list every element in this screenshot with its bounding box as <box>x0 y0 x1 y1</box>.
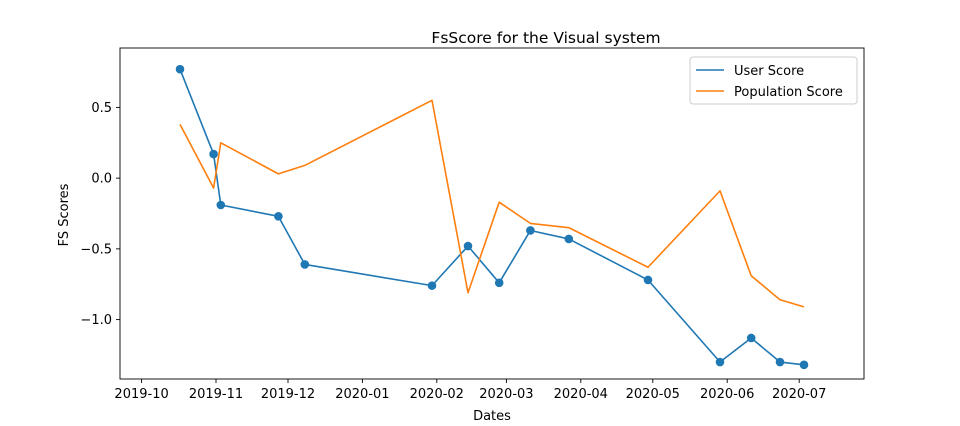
x-tick-label-9: 2020-07 <box>772 387 826 402</box>
series-marker-0-9 <box>564 234 574 244</box>
y-axis-label: FS Scores <box>57 183 72 246</box>
series-marker-0-14 <box>799 360 809 370</box>
legend: User Score Population Score <box>689 56 858 105</box>
x-tick-label-3: 2020-01 <box>335 387 389 402</box>
x-tick-label-7: 2020-05 <box>626 387 680 402</box>
series-marker-0-1 <box>209 149 218 159</box>
x-tick-label-2: 2019-12 <box>261 387 315 402</box>
series-marker-0-3 <box>274 212 283 221</box>
plot-frame <box>119 47 865 380</box>
y-tick-label-1: −0.5 <box>80 242 112 257</box>
y-tick-label-3: 0.5 <box>91 101 112 116</box>
series-marker-0-10 <box>643 275 653 285</box>
y-tick-label-2: 0.0 <box>91 172 112 187</box>
legend-label-1: Population Score <box>734 85 843 100</box>
series-marker-0-0 <box>175 64 185 74</box>
series-marker-0-11 <box>715 357 725 367</box>
series-marker-0-7 <box>494 278 504 288</box>
series-marker-0-8 <box>526 226 535 235</box>
x-axis-label: Dates <box>473 409 511 424</box>
series-line-0 <box>179 68 805 366</box>
series-marker-0-6 <box>463 241 473 251</box>
series-marker-0-13 <box>775 357 785 367</box>
series-marker-0-12 <box>746 333 756 343</box>
x-tick-label-1: 2019-11 <box>189 387 243 402</box>
legend-label-0: User Score <box>734 64 804 79</box>
chart-title: FsScore for the Visual system <box>431 29 660 47</box>
x-tick-label-6: 2020-04 <box>554 387 608 402</box>
series-marker-0-5 <box>427 281 437 290</box>
legend-box <box>689 56 858 105</box>
y-tick-label-0: −1.0 <box>80 313 112 328</box>
series-marker-0-2 <box>216 200 226 210</box>
series-line-1 <box>179 99 805 308</box>
x-tick-label-5: 2020-03 <box>479 387 533 402</box>
series-marker-0-4 <box>300 260 310 269</box>
x-tick-label-8: 2020-06 <box>700 387 754 402</box>
x-tick-label-4: 2020-02 <box>410 387 464 402</box>
x-tick-label-0: 2019-10 <box>114 387 168 402</box>
